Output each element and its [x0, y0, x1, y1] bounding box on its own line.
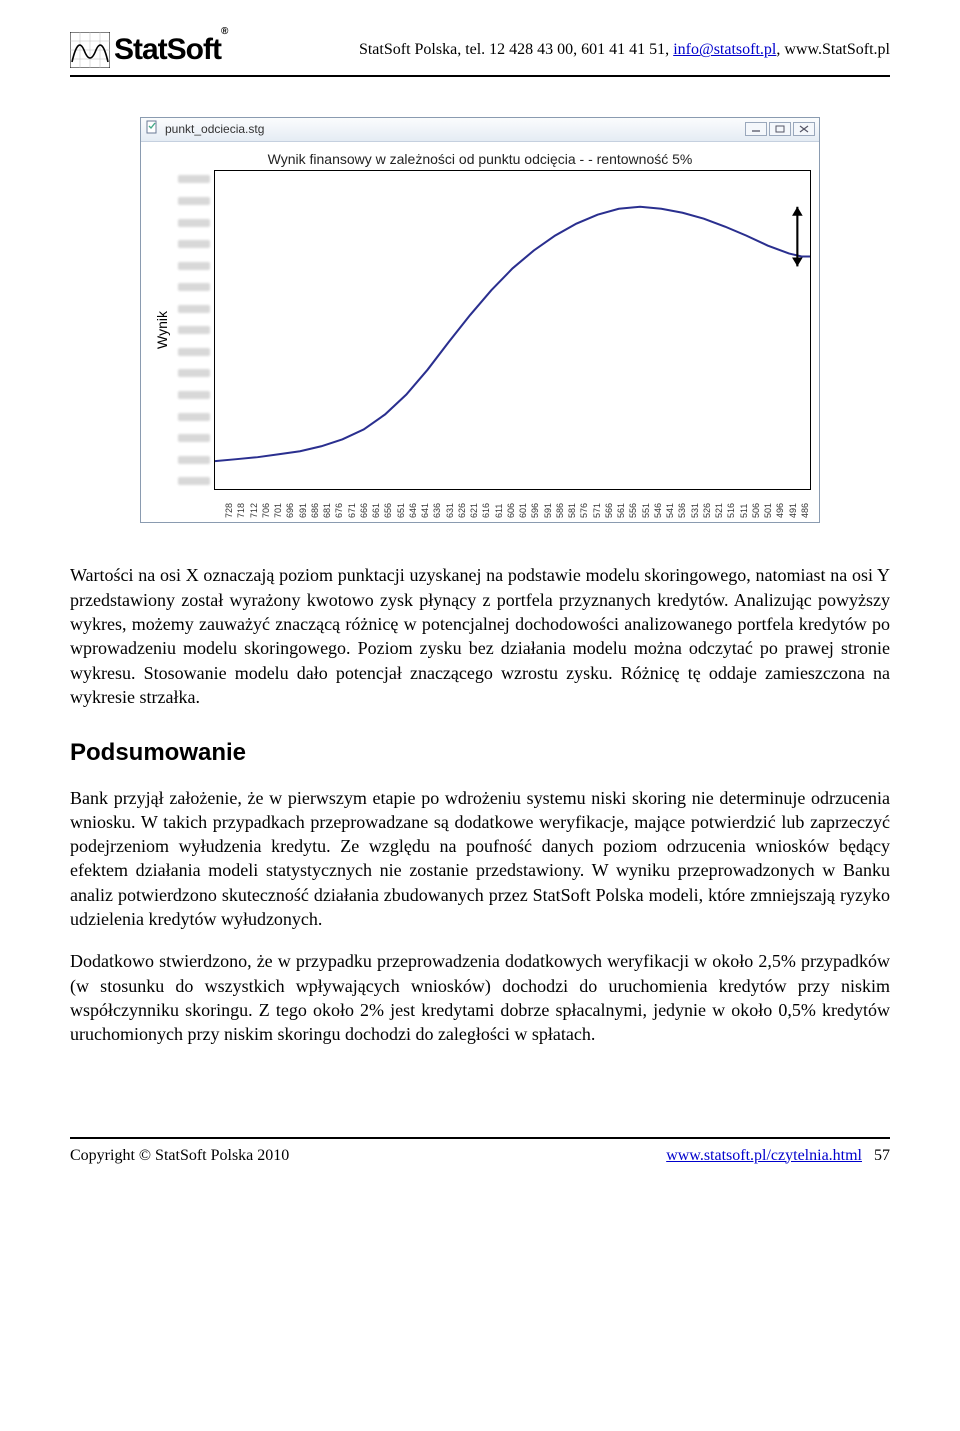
- logo-curve-icon: [70, 32, 110, 68]
- y-tick: [178, 240, 210, 248]
- contact-prefix: StatSoft Polska, tel. 12 428 43 00, 601 …: [359, 41, 673, 58]
- x-tick: 526: [701, 492, 713, 518]
- x-tick: 511: [738, 492, 750, 518]
- x-tick: 566: [603, 492, 615, 518]
- x-tick: 696: [284, 492, 296, 518]
- x-tick: 541: [664, 492, 676, 518]
- y-tick: [178, 477, 210, 485]
- x-tick: 536: [676, 492, 688, 518]
- x-tick: 616: [480, 492, 492, 518]
- chart-window: punkt_odciecia.stg Wynik finansowy w zal…: [140, 117, 820, 524]
- y-tick: [178, 197, 210, 205]
- x-tick: 651: [395, 492, 407, 518]
- x-tick: 626: [456, 492, 468, 518]
- paragraph-1: Wartości na osi X oznaczają poziom punkt…: [70, 563, 890, 709]
- x-tick: 501: [762, 492, 774, 518]
- paragraph-3: Dodatkowo stwierdzono, że w przypadku pr…: [70, 949, 890, 1046]
- x-tick: 521: [713, 492, 725, 518]
- document-icon: [145, 120, 159, 138]
- page-header: StatSoft® StatSoft Polska, tel. 12 428 4…: [70, 30, 890, 77]
- y-axis-ticks: [174, 170, 214, 490]
- x-tick: 621: [468, 492, 480, 518]
- x-tick: 712: [248, 492, 260, 518]
- x-tick: 641: [419, 492, 431, 518]
- chart-body: Wynik finansowy w zależności od punktu o…: [141, 142, 819, 523]
- contact-suffix: , www.StatSoft.pl: [776, 41, 890, 58]
- x-tick: 676: [333, 492, 345, 518]
- header-contact: StatSoft Polska, tel. 12 428 43 00, 601 …: [359, 39, 890, 61]
- x-tick: 546: [652, 492, 664, 518]
- x-tick: 666: [358, 492, 370, 518]
- y-tick: [178, 369, 210, 377]
- y-tick: [178, 413, 210, 421]
- contact-email-link[interactable]: info@statsoft.pl: [673, 41, 776, 58]
- x-tick: 636: [431, 492, 443, 518]
- window-filename: punkt_odciecia.stg: [165, 121, 264, 137]
- y-tick: [178, 434, 210, 442]
- page-footer: Copyright © StatSoft Polska 2010 www.sta…: [70, 1137, 890, 1167]
- x-tick: 581: [566, 492, 578, 518]
- y-tick: [178, 305, 210, 313]
- x-tick: 571: [591, 492, 603, 518]
- y-tick: [178, 262, 210, 270]
- x-tick: 491: [787, 492, 799, 518]
- window-controls: [745, 122, 815, 136]
- maximize-button[interactable]: [769, 122, 791, 136]
- x-tick: 706: [260, 492, 272, 518]
- y-tick: [178, 283, 210, 291]
- x-tick: 646: [407, 492, 419, 518]
- footer-copyright: Copyright © StatSoft Polska 2010: [70, 1145, 289, 1167]
- x-tick: 701: [272, 492, 284, 518]
- chart-title: Wynik finansowy w zależności od punktu o…: [149, 150, 811, 169]
- x-tick: 681: [321, 492, 333, 518]
- x-tick: 591: [542, 492, 554, 518]
- x-tick: 671: [346, 492, 358, 518]
- x-tick: 516: [725, 492, 737, 518]
- x-tick: 631: [444, 492, 456, 518]
- footer-link[interactable]: www.statsoft.pl/czytelnia.html: [666, 1147, 862, 1164]
- plot-area: [214, 170, 811, 490]
- x-tick: 576: [578, 492, 590, 518]
- x-tick: 551: [640, 492, 652, 518]
- y-tick: [178, 219, 210, 227]
- x-tick: 661: [370, 492, 382, 518]
- y-tick: [178, 391, 210, 399]
- window-titlebar: punkt_odciecia.stg: [141, 118, 819, 142]
- brand-logo: StatSoft®: [70, 30, 227, 71]
- x-tick: 656: [382, 492, 394, 518]
- minimize-button[interactable]: [745, 122, 767, 136]
- y-axis-label: Wynik: [149, 311, 174, 349]
- x-tick: 586: [554, 492, 566, 518]
- y-tick: [178, 326, 210, 334]
- x-tick: 728: [223, 492, 235, 518]
- x-tick: 686: [309, 492, 321, 518]
- x-tick: 601: [517, 492, 529, 518]
- paragraph-2: Bank przyjął założenie, że w pierwszym e…: [70, 786, 890, 932]
- x-tick: 691: [297, 492, 309, 518]
- x-tick: 496: [774, 492, 786, 518]
- brand-name: StatSoft®: [114, 30, 227, 71]
- y-tick: [178, 348, 210, 356]
- x-tick: 718: [235, 492, 247, 518]
- x-tick: 606: [505, 492, 517, 518]
- y-tick: [178, 456, 210, 464]
- x-tick: 611: [493, 492, 505, 518]
- x-axis-ticks: 7287187127067016966916866816766716666616…: [223, 490, 811, 518]
- y-tick: [178, 175, 210, 183]
- section-heading: Podsumowanie: [70, 737, 890, 769]
- x-tick: 506: [750, 492, 762, 518]
- x-tick: 486: [799, 492, 811, 518]
- x-tick: 531: [689, 492, 701, 518]
- line-chart: [215, 171, 810, 489]
- x-tick: 561: [615, 492, 627, 518]
- x-tick: 596: [529, 492, 541, 518]
- x-tick: 556: [627, 492, 639, 518]
- close-button[interactable]: [793, 122, 815, 136]
- page-number: 57: [874, 1145, 890, 1167]
